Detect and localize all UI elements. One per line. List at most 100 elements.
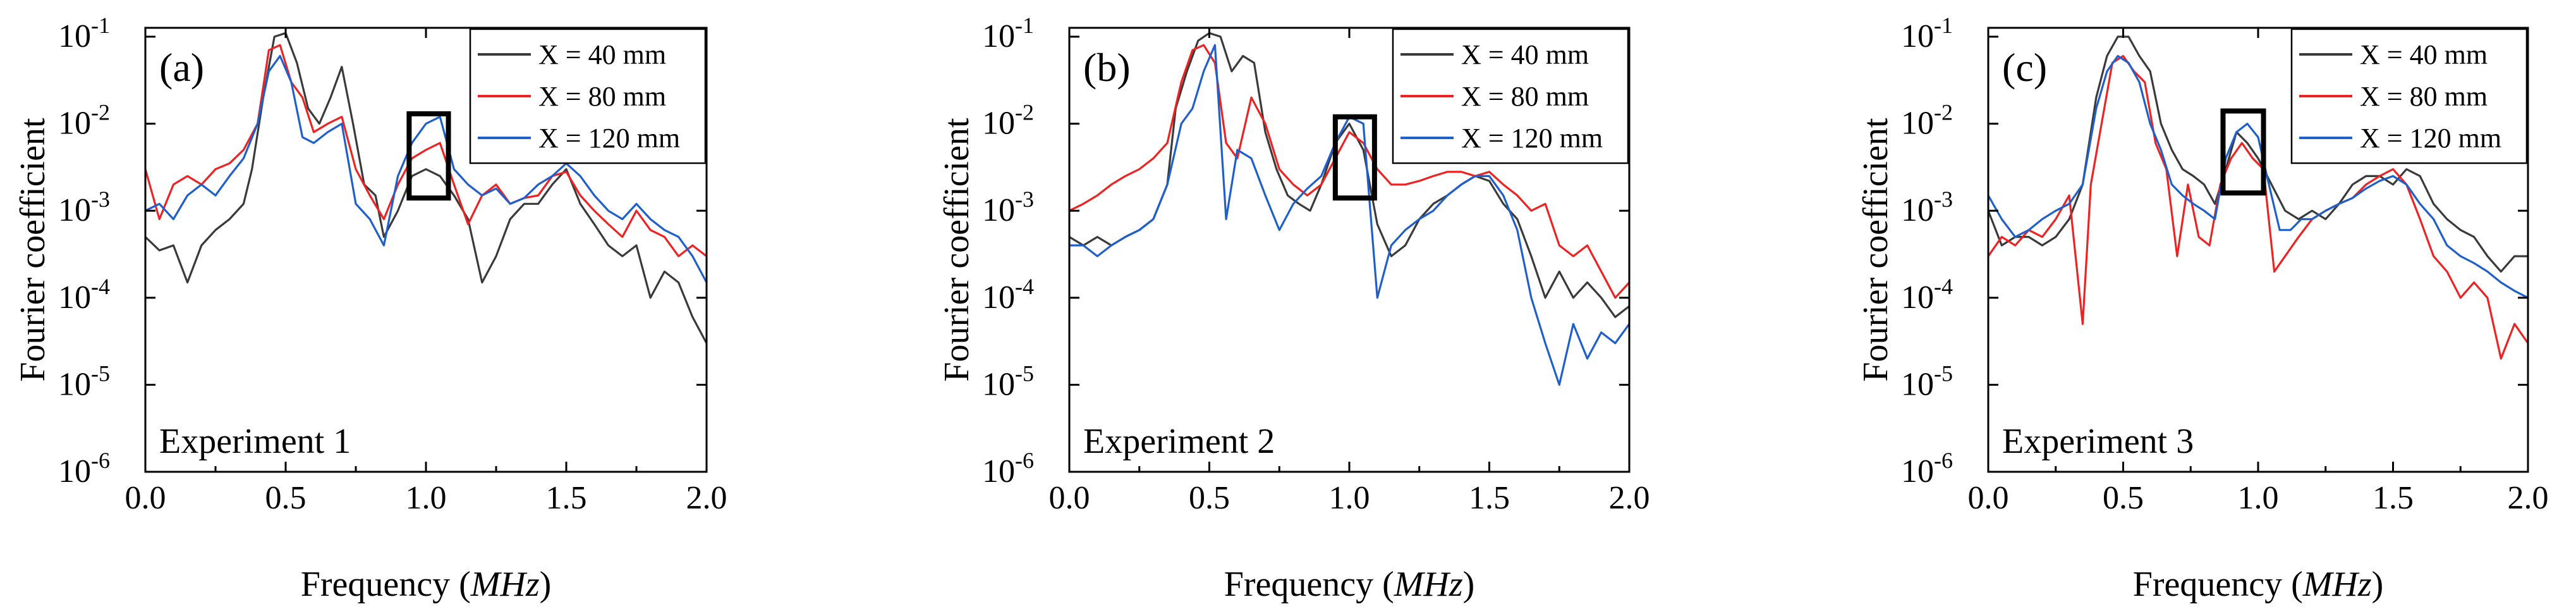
x-axis-title: Frequency (MHz)	[301, 565, 552, 604]
y-tick-base: 10	[982, 453, 1015, 490]
y-axis-title: Fourier coefficient	[1856, 118, 1895, 382]
y-tick-label: 10-3	[1901, 187, 1953, 228]
x-tick-label: 0.5	[1189, 480, 1230, 516]
y-tick-base: 10	[1901, 280, 1934, 316]
x-axis-title-unit: MHz	[2302, 565, 2372, 604]
y-tick-exponent: -1	[1015, 13, 1034, 38]
y-tick-base: 10	[1901, 366, 1934, 402]
y-tick-base: 10	[58, 453, 91, 490]
y-tick-base: 10	[58, 366, 91, 402]
y-tick-label: 10-4	[1901, 274, 1953, 316]
x-tick-label: 1.0	[2238, 480, 2279, 516]
y-tick-base: 10	[58, 18, 91, 54]
y-tick-exponent: -2	[1015, 100, 1034, 125]
y-tick-exponent: -2	[91, 100, 110, 125]
y-tick-exponent: -5	[91, 360, 110, 386]
x-axis-title-close: )	[1463, 565, 1475, 604]
y-tick-exponent: -6	[1015, 448, 1034, 473]
legend-label-3: X = 120 mm	[1461, 123, 1603, 154]
x-tick-label: 0.0	[1049, 480, 1090, 516]
y-tick-base: 10	[982, 192, 1015, 228]
x-tick-label: 0.5	[265, 480, 307, 516]
y-tick-label: 10-1	[982, 13, 1034, 54]
y-tick-exponent: -4	[1934, 274, 1953, 299]
x-axis-title-close: )	[540, 565, 552, 604]
y-tick-base: 10	[1901, 453, 1934, 490]
legend-label-3: X = 120 mm	[2360, 123, 2501, 154]
legend-label-2: X = 80 mm	[2360, 81, 2488, 112]
highlight-box	[2220, 108, 2266, 196]
x-tick-label: 1.0	[406, 480, 447, 516]
y-tick-exponent: -5	[1015, 360, 1034, 386]
series-group	[1069, 32, 1629, 386]
panel-label: (c)	[2002, 45, 2047, 90]
legend-label-3: X = 120 mm	[538, 123, 680, 154]
experiment-annotation: Experiment 1	[159, 422, 351, 461]
experiment-annotation: Experiment 2	[1083, 422, 1275, 461]
highlight-box	[1332, 114, 1377, 201]
y-tick-base: 10	[1901, 18, 1934, 54]
y-tick-label: 10-5	[982, 360, 1034, 402]
y-tick-label: 10-5	[1901, 360, 1953, 402]
y-tick-label: 10-1	[58, 13, 110, 54]
x-tick-label: 0.0	[125, 480, 166, 516]
series-line-1	[145, 32, 707, 344]
legend-label-1: X = 40 mm	[538, 39, 666, 70]
y-tick-label: 10-6	[1901, 448, 1953, 490]
series-line-2	[1069, 44, 1629, 299]
y-tick-exponent: -3	[1015, 187, 1034, 212]
y-tick-label: 10-2	[1901, 100, 1953, 142]
y-tick-base: 10	[58, 280, 91, 316]
y-tick-label: 10-3	[58, 187, 110, 228]
legend-label-1: X = 40 mm	[2360, 39, 2488, 70]
legend-label-2: X = 80 mm	[538, 81, 666, 112]
series-line-3	[1069, 44, 1629, 386]
chart-panel-a: 0.0 0.5 1.0 1.5 2.010-610-510-410-310-210-1F…	[13, 13, 727, 604]
y-tick-label: 10-2	[58, 100, 110, 142]
y-tick-exponent: -2	[1934, 100, 1953, 125]
y-tick-label: 10-1	[1901, 13, 1953, 54]
y-tick-base: 10	[1901, 106, 1934, 142]
series-line-3	[1988, 54, 2528, 299]
x-axis-title-unit: MHz	[1394, 565, 1463, 604]
y-tick-exponent: -3	[1934, 187, 1953, 212]
y-axis-title: Fourier coefficient	[937, 118, 976, 382]
series-group	[145, 32, 707, 344]
x-axis-title-unit: MHz	[470, 565, 540, 604]
y-tick-exponent: -6	[1934, 448, 1953, 473]
y-tick-label: 10-5	[58, 360, 110, 402]
y-axis-title: Fourier coefficient	[13, 118, 52, 382]
x-axis-title-close: )	[2372, 565, 2384, 604]
experiment-annotation: Experiment 3	[2002, 422, 2194, 461]
y-tick-base: 10	[58, 192, 91, 228]
legend-label-1: X = 40 mm	[1461, 39, 1589, 70]
x-tick-label: 0.0	[1968, 480, 2009, 516]
y-tick-label: 10-2	[982, 100, 1034, 142]
x-axis-title-text: Frequency (	[1224, 565, 1394, 604]
y-tick-exponent: -1	[1934, 13, 1953, 38]
y-tick-exponent: -6	[91, 448, 110, 473]
x-axis-title-text: Frequency (	[301, 565, 471, 604]
series-line-1	[1069, 32, 1629, 318]
x-tick-label: 2.0	[1609, 480, 1650, 516]
y-tick-label: 10-6	[58, 448, 110, 490]
y-tick-label: 10-6	[982, 448, 1034, 490]
highlight-box	[406, 111, 451, 201]
x-tick-label: 2.0	[2508, 480, 2549, 516]
y-tick-exponent: -1	[91, 13, 110, 38]
series-group	[1988, 35, 2528, 360]
x-tick-label: 1.5	[546, 480, 587, 516]
y-tick-base: 10	[58, 106, 91, 142]
legend-label-2: X = 80 mm	[1461, 81, 1589, 112]
series-line-2	[1988, 54, 2528, 360]
x-tick-label: 1.0	[1329, 480, 1370, 516]
x-tick-label: 0.5	[2103, 480, 2144, 516]
y-tick-base: 10	[982, 366, 1015, 402]
x-axis-title: Frequency (MHz)	[2133, 565, 2384, 604]
x-tick-label: 1.5	[1469, 480, 1510, 516]
legend: X = 40 mm X = 80 mm X = 120 mm	[2290, 28, 2528, 164]
series-line-3	[145, 54, 707, 283]
x-axis-title: Frequency (MHz)	[1224, 565, 1475, 604]
y-tick-base: 10	[982, 280, 1015, 316]
